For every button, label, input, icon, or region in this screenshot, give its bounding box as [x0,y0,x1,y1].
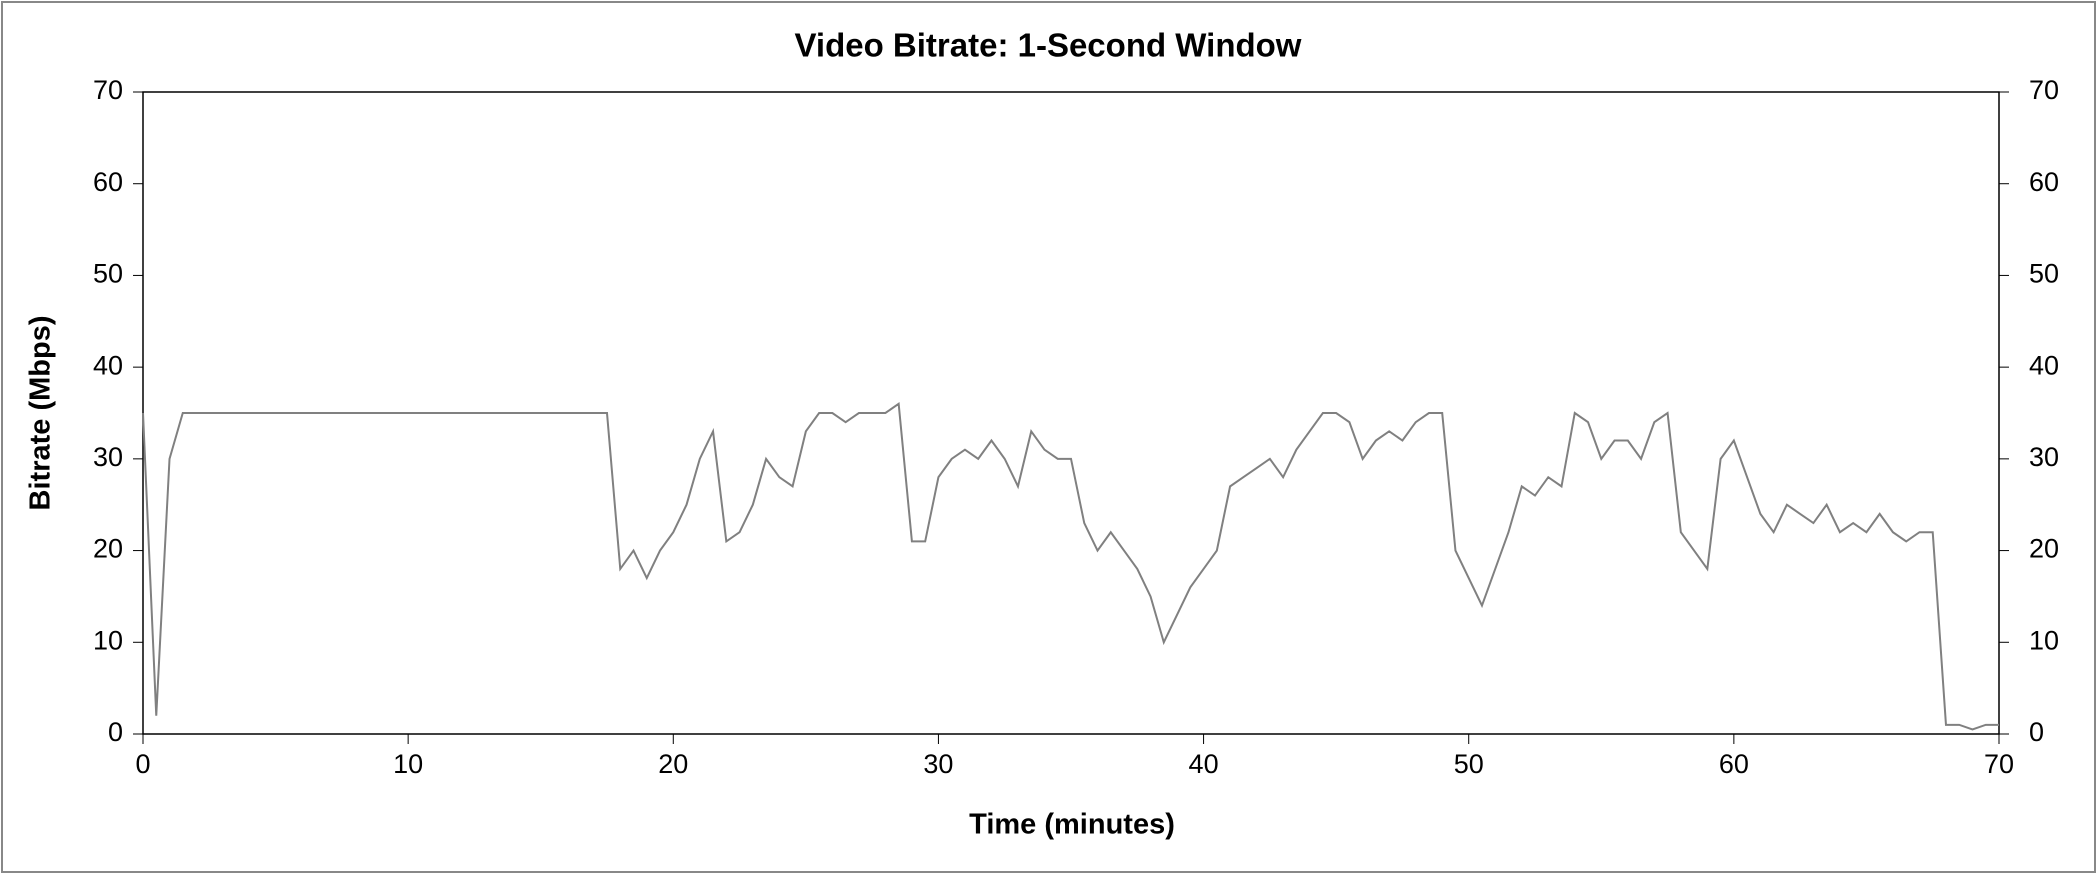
y-tick-label: 70 [93,75,123,105]
y-tick-label: 50 [93,259,123,289]
x-tick-label: 70 [1984,749,2014,779]
y2-tick-label: 60 [2029,167,2059,197]
y-tick-label: 10 [93,625,123,655]
x-tick-label: 10 [393,749,423,779]
y2-tick-label: 40 [2029,350,2059,380]
x-axis-label: Time (minutes) [969,809,1175,841]
y-tick-label: 30 [93,442,123,472]
series-line [142,402,1999,731]
y2-tick-label: 10 [2029,625,2059,655]
y2-tick-label: 70 [2029,75,2059,105]
x-tick-label: 40 [1189,749,1219,779]
x-tick-label: 50 [1454,749,1484,779]
y2-tick-label: 30 [2029,442,2059,472]
y2-tick-label: 0 [2029,717,2044,747]
x-tick-label: 20 [658,749,688,779]
x-tick-label: 0 [135,749,150,779]
y-tick-label: 0 [108,717,123,747]
x-tick-label: 60 [1719,749,1749,779]
y2-tick-label: 50 [2029,259,2059,289]
x-tick-label: 30 [923,749,953,779]
y-tick-label: 40 [93,350,123,380]
y2-tick-label: 20 [2029,534,2059,564]
y-tick-label: 60 [93,167,123,197]
y-axis-label: Bitrate (Mbps) [25,316,57,511]
chart-title: Video Bitrate: 1-Second Window [795,27,1302,64]
y-tick-label: 20 [93,534,123,564]
